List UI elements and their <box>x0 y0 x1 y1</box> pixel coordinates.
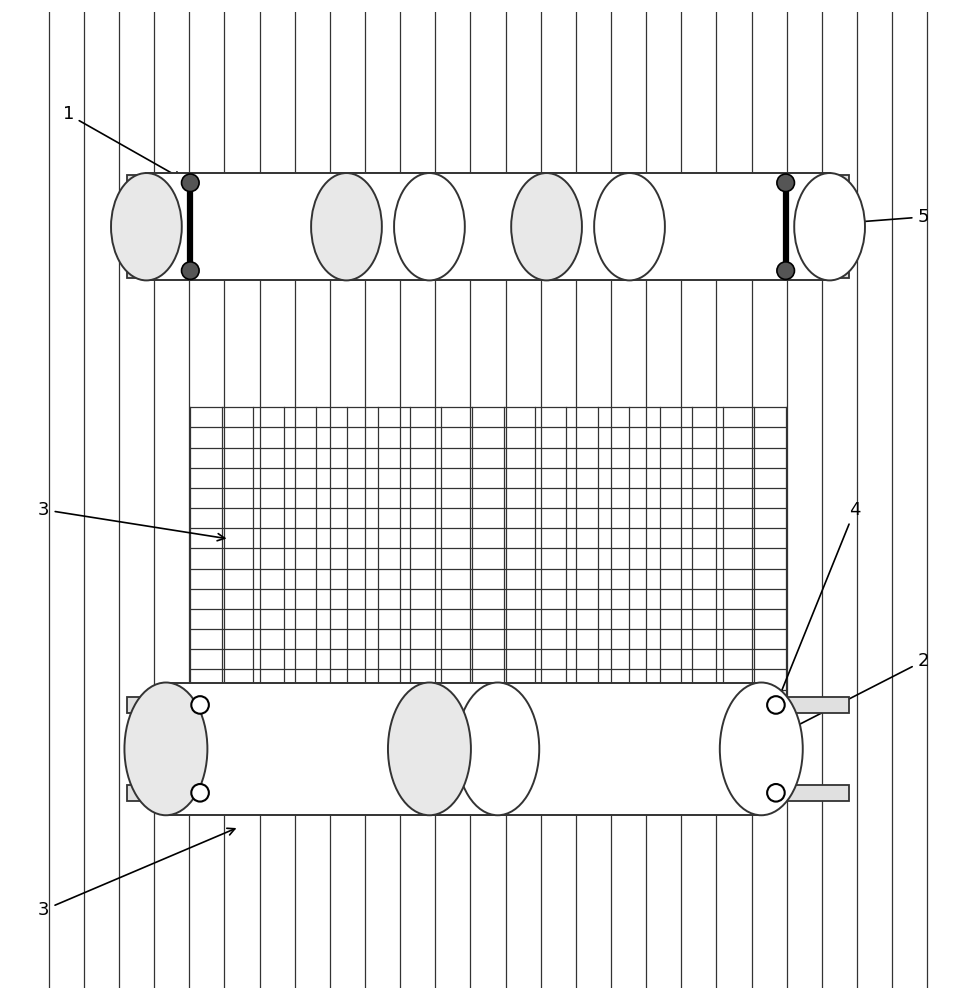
Text: 4: 4 <box>777 501 861 701</box>
Circle shape <box>777 174 794 192</box>
Circle shape <box>767 696 785 714</box>
Ellipse shape <box>125 683 208 815</box>
Ellipse shape <box>720 683 803 815</box>
Ellipse shape <box>111 173 182 280</box>
Bar <box>127 785 849 801</box>
Ellipse shape <box>794 173 865 280</box>
Ellipse shape <box>456 683 539 815</box>
Text: 3: 3 <box>38 828 235 919</box>
Bar <box>127 263 849 278</box>
Ellipse shape <box>394 173 465 280</box>
Circle shape <box>182 174 199 192</box>
Ellipse shape <box>594 173 665 280</box>
Ellipse shape <box>387 683 470 815</box>
Ellipse shape <box>511 173 582 280</box>
Text: 5: 5 <box>800 208 929 229</box>
Bar <box>146 173 429 280</box>
Text: 1: 1 <box>62 105 182 179</box>
Circle shape <box>777 262 794 279</box>
Ellipse shape <box>311 173 382 280</box>
Circle shape <box>182 262 199 279</box>
Circle shape <box>191 696 209 714</box>
Bar <box>127 175 849 191</box>
Bar <box>547 173 830 280</box>
Text: 2: 2 <box>755 652 929 747</box>
Text: 3: 3 <box>38 501 224 541</box>
Bar <box>346 173 630 280</box>
Circle shape <box>191 784 209 802</box>
Circle shape <box>767 784 785 802</box>
Bar <box>166 683 498 815</box>
Bar <box>429 683 761 815</box>
Bar <box>127 697 849 713</box>
